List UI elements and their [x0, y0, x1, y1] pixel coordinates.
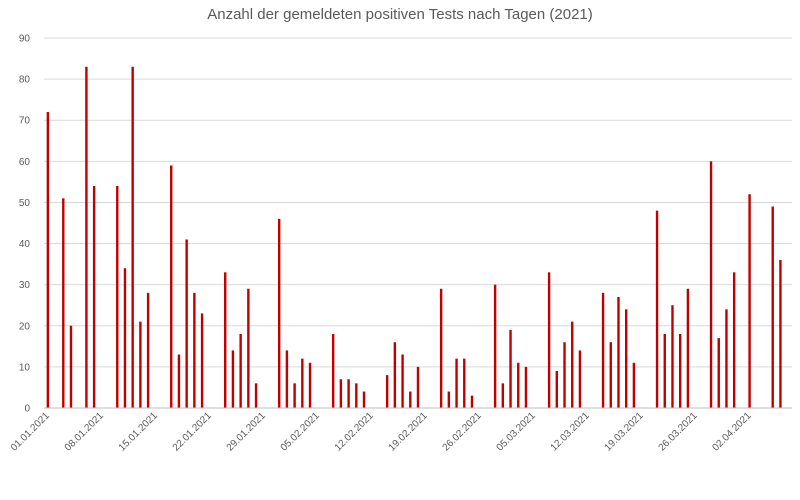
bar: [231, 350, 235, 408]
bar: [277, 218, 281, 408]
bar: [547, 272, 551, 408]
bar: [193, 292, 196, 408]
bar: [555, 371, 559, 408]
x-tick-label: 02.04.2021: [711, 410, 754, 453]
bar: [254, 383, 258, 408]
y-tick-label: 60: [19, 157, 31, 168]
bar: [285, 350, 289, 408]
bar: [362, 391, 366, 408]
bar: [771, 206, 774, 408]
bar: [123, 268, 127, 408]
bar: [748, 194, 751, 408]
bar: [625, 309, 628, 408]
bar: [671, 305, 674, 408]
bar: [393, 342, 397, 408]
bar: [62, 198, 65, 408]
bar: [385, 375, 389, 408]
bar: [725, 309, 728, 408]
bar: [308, 362, 312, 408]
bar: [601, 292, 605, 408]
y-tick-label: 0: [24, 404, 30, 415]
bar: [177, 354, 181, 408]
bar: [409, 391, 412, 408]
bar: [116, 186, 119, 408]
bar: [632, 362, 636, 408]
x-tick-label: 19.02.2021: [387, 410, 430, 453]
bar: [224, 272, 227, 408]
bar: [92, 186, 96, 408]
bars: [46, 66, 782, 409]
bar: [447, 391, 451, 408]
bar: [717, 338, 720, 408]
x-tick-label: 12.03.2021: [549, 410, 592, 453]
bar: [247, 288, 250, 408]
bar: [301, 358, 304, 408]
bar: [517, 362, 520, 408]
bar: [331, 334, 335, 408]
bar: [493, 284, 497, 408]
bar: [69, 325, 73, 408]
x-tick-label: 29.01.2021: [225, 410, 268, 453]
x-tick-label: 05.03.2021: [495, 410, 538, 453]
bar: [355, 383, 358, 408]
bar: [663, 334, 666, 408]
y-tick-label: 50: [19, 198, 31, 209]
bar: [509, 329, 512, 408]
bar: [293, 383, 296, 408]
bar: [146, 292, 150, 408]
bar: [339, 379, 343, 408]
bar: [185, 239, 188, 408]
bar: [470, 395, 474, 408]
x-tick-label: 12.02.2021: [333, 410, 376, 453]
bar: [463, 358, 466, 408]
y-axis-ticks: 0 10 20 30 40 50 60 70 80 90: [19, 34, 31, 415]
bar: [609, 342, 612, 408]
bar: [200, 313, 204, 408]
x-tick-label: 05.02.2021: [279, 410, 322, 453]
x-tick-label: 19.03.2021: [603, 410, 646, 453]
x-axis-ticks: 01.01.2021 08.01.2021 15.01.2021 22.01.2021…: [9, 410, 754, 453]
gridlines: [44, 37, 792, 368]
bar: [571, 321, 574, 408]
y-tick-label: 90: [19, 34, 31, 45]
bar: [416, 366, 420, 408]
x-tick-label: 22.01.2021: [171, 410, 214, 453]
y-tick-label: 30: [19, 280, 31, 291]
y-tick-label: 40: [19, 239, 31, 250]
bar: [709, 161, 713, 408]
x-tick-label: 26.03.2021: [657, 410, 700, 453]
chart-title: Anzahl der gemeldeten positiven Tests na…: [207, 6, 593, 23]
bar: [170, 165, 173, 408]
y-tick-label: 70: [19, 116, 31, 127]
x-tick-label: 08.01.2021: [63, 410, 106, 453]
y-tick-label: 80: [19, 75, 31, 86]
bar: [563, 342, 566, 408]
x-tick-label: 26.02.2021: [441, 410, 484, 453]
bar: [239, 334, 242, 408]
bar: [455, 358, 458, 408]
bar: [501, 383, 505, 408]
y-tick-label: 20: [19, 321, 31, 332]
bar: [347, 379, 350, 408]
bar: [524, 366, 528, 408]
bar: [401, 354, 404, 408]
bar: [131, 66, 134, 409]
y-tick-label: 10: [19, 362, 31, 373]
bar: [439, 288, 443, 408]
bar: [779, 260, 782, 408]
bar: [46, 112, 50, 408]
x-tick-label: 15.01.2021: [117, 410, 160, 453]
bar: [678, 334, 682, 408]
bar: [617, 297, 620, 408]
bar: [732, 272, 736, 408]
x-tick-label: 01.01.2021: [9, 410, 52, 453]
bar: [578, 350, 582, 408]
bar: [686, 288, 690, 408]
bar: [85, 66, 88, 409]
bar: [139, 321, 142, 408]
bar: [655, 210, 659, 408]
